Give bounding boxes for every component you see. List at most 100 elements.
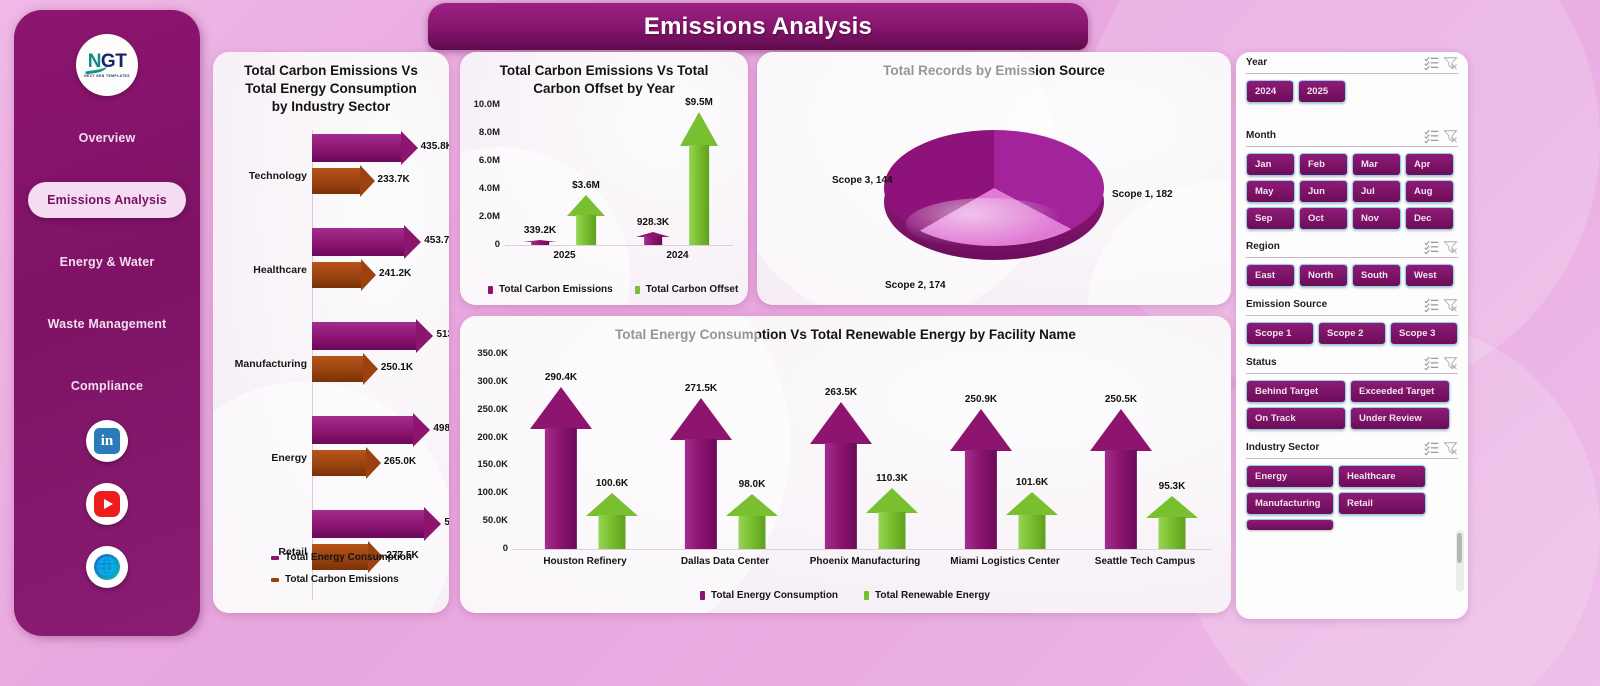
filter-chip[interactable]: Sep bbox=[1246, 207, 1295, 230]
clear-filter-icon[interactable] bbox=[1443, 441, 1458, 455]
filter-chip[interactable]: Manufacturing bbox=[1246, 492, 1334, 515]
filter-chip[interactable]: 2025 bbox=[1298, 80, 1346, 103]
filter-group-emission-source: Emission Source Scope 1 Scope 2 Scope 3 bbox=[1236, 294, 1468, 345]
filter-chip[interactable]: On Track bbox=[1246, 407, 1346, 430]
pie-3d-top[interactable] bbox=[884, 130, 1104, 246]
filter-chip[interactable]: West bbox=[1405, 264, 1454, 287]
sidebar-item-waste-management[interactable]: Waste Management bbox=[47, 317, 167, 331]
bar-secondary[interactable] bbox=[586, 492, 638, 549]
bar-secondary[interactable] bbox=[726, 494, 778, 549]
filter-chip[interactable]: Aug bbox=[1405, 180, 1454, 203]
bar-value-energy-consumption: 552.6K bbox=[444, 517, 449, 528]
sidebar-nav: Overview Emissions Analysis Energy & Wat… bbox=[14, 120, 200, 430]
sidebar-item-overview[interactable]: Overview bbox=[78, 131, 136, 145]
filter-chip[interactable]: Dec bbox=[1405, 207, 1454, 230]
bar-energy-consumption[interactable] bbox=[312, 507, 442, 541]
filter-divider bbox=[1246, 315, 1458, 316]
bar-energy-consumption[interactable] bbox=[312, 225, 422, 259]
bar-carbon-emissions[interactable] bbox=[312, 165, 375, 197]
bar-primary[interactable] bbox=[530, 387, 592, 549]
filter-divider bbox=[1246, 146, 1458, 147]
filter-chip[interactable]: Jun bbox=[1299, 180, 1348, 203]
bar-secondary[interactable] bbox=[1006, 492, 1058, 549]
page-title: Emissions Analysis bbox=[643, 12, 873, 40]
filter-chip[interactable]: Mar bbox=[1352, 153, 1401, 176]
bar-carbon-emissions[interactable] bbox=[312, 353, 378, 385]
filter-group-region: Region East North South West bbox=[1236, 236, 1468, 287]
filter-header: Industry Sector bbox=[1246, 437, 1458, 458]
bar-secondary[interactable] bbox=[866, 487, 918, 549]
filter-chip[interactable]: Scope 1 bbox=[1246, 322, 1314, 345]
filter-chip[interactable]: Healthcare bbox=[1338, 465, 1426, 488]
y-axis-tick: 10.0M bbox=[473, 99, 500, 110]
bar-secondary[interactable] bbox=[680, 112, 718, 245]
sidebar-item-emissions-analysis[interactable]: Emissions Analysis bbox=[28, 182, 186, 218]
multiselect-icon[interactable] bbox=[1424, 56, 1439, 71]
filter-chip[interactable]: Nov bbox=[1352, 207, 1401, 230]
sidebar-item-compliance[interactable]: Compliance bbox=[70, 379, 144, 393]
clear-filter-icon[interactable] bbox=[1443, 129, 1458, 143]
sidebar-item-energy-water[interactable]: Energy & Water bbox=[59, 255, 155, 269]
multiselect-icon[interactable] bbox=[1424, 298, 1439, 313]
filter-divider bbox=[1246, 373, 1458, 374]
multiselect-icon[interactable] bbox=[1424, 441, 1439, 456]
bar-carbon-emissions[interactable] bbox=[312, 541, 384, 573]
filter-chip-partial[interactable] bbox=[1246, 519, 1334, 530]
legend-label: Total Carbon Offset bbox=[645, 284, 739, 295]
linkedin-button[interactable]: in bbox=[86, 420, 128, 462]
bar-primary[interactable] bbox=[950, 409, 1012, 549]
filter-chip[interactable]: Retail bbox=[1338, 492, 1426, 515]
x-axis-line bbox=[505, 245, 733, 246]
filter-chip[interactable]: North bbox=[1299, 264, 1348, 287]
bar-primary[interactable] bbox=[1090, 409, 1152, 549]
filter-chip[interactable]: Energy bbox=[1246, 465, 1334, 488]
pie-chart bbox=[884, 130, 1104, 260]
bar-primary[interactable] bbox=[636, 232, 670, 245]
filter-chip[interactable]: East bbox=[1246, 264, 1295, 287]
x-axis-category: Houston Refinery bbox=[543, 556, 627, 567]
bar-primary[interactable] bbox=[670, 397, 732, 549]
bar-primary[interactable] bbox=[523, 240, 557, 245]
bar-secondary[interactable] bbox=[567, 194, 605, 245]
filter-chip[interactable]: May bbox=[1246, 180, 1295, 203]
filter-chip[interactable]: Feb bbox=[1299, 153, 1348, 176]
logo-subtitle: NEXT GEN TEMPLATES bbox=[84, 74, 130, 78]
filter-chip[interactable]: 2024 bbox=[1246, 80, 1294, 103]
filter-chip[interactable]: Jul bbox=[1352, 180, 1401, 203]
bar-primary[interactable] bbox=[810, 402, 872, 549]
bar-value-carbon-emissions: 277.5K bbox=[386, 550, 419, 561]
multiselect-icon[interactable] bbox=[1424, 129, 1439, 144]
chart-card-industry-sector: Total Carbon Emissions Vs Total Energy Co… bbox=[213, 52, 449, 613]
filter-chip[interactable]: Scope 3 bbox=[1390, 322, 1458, 345]
filter-chip[interactable]: Jan bbox=[1246, 153, 1295, 176]
filter-scrollbar[interactable] bbox=[1456, 530, 1464, 592]
bar-energy-consumption[interactable] bbox=[312, 131, 418, 165]
bar-value-secondary: 100.6K bbox=[595, 477, 629, 489]
filter-chip[interactable]: Apr bbox=[1405, 153, 1454, 176]
clear-filter-icon[interactable] bbox=[1443, 56, 1458, 70]
bar-energy-consumption[interactable] bbox=[312, 319, 434, 353]
bar-value-carbon-emissions: 265.0K bbox=[383, 456, 417, 467]
bar-secondary[interactable] bbox=[1146, 495, 1198, 549]
multiselect-icon[interactable] bbox=[1424, 240, 1439, 255]
multiselect-icon[interactable] bbox=[1424, 356, 1439, 371]
filter-chip[interactable]: South bbox=[1352, 264, 1401, 287]
bar-carbon-emissions[interactable] bbox=[312, 259, 377, 291]
filter-chip[interactable]: Oct bbox=[1299, 207, 1348, 230]
clear-filter-icon[interactable] bbox=[1443, 240, 1458, 254]
filter-chip[interactable]: Scope 2 bbox=[1318, 322, 1386, 345]
sidebar: NGT NEXT GEN TEMPLATES Overview Emission… bbox=[14, 10, 200, 636]
legend-swatch bbox=[700, 591, 705, 600]
bar-carbon-emissions[interactable] bbox=[312, 447, 381, 479]
filter-scrollbar-thumb[interactable] bbox=[1457, 533, 1462, 563]
bar-energy-consumption[interactable] bbox=[312, 413, 431, 447]
youtube-button[interactable] bbox=[86, 483, 128, 525]
filter-chip[interactable]: Exceeded Target bbox=[1350, 380, 1450, 403]
y-axis-tick: 8.0M bbox=[478, 127, 500, 138]
clear-filter-icon[interactable] bbox=[1443, 298, 1458, 312]
filter-chip[interactable]: Under Review bbox=[1350, 407, 1450, 430]
filter-chip[interactable]: Behind Target bbox=[1246, 380, 1346, 403]
bar-value-primary: 339.2K bbox=[523, 225, 557, 236]
website-button[interactable]: 🌐 bbox=[86, 546, 128, 588]
clear-filter-icon[interactable] bbox=[1443, 356, 1458, 370]
